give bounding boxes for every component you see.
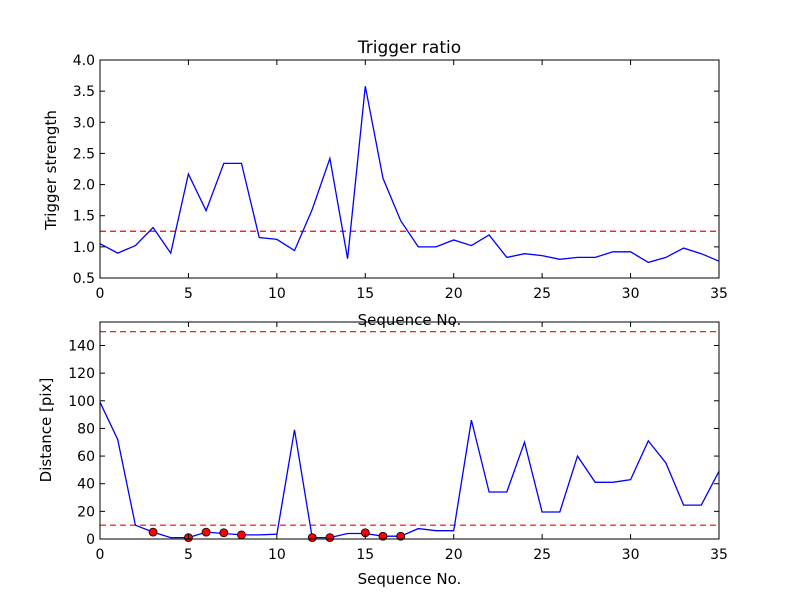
data-point-marker [325, 533, 335, 543]
chart-title: Trigger ratio [357, 38, 461, 58]
series-line [99, 86, 720, 264]
x-tick-label: 5 [184, 547, 193, 563]
x-tick-label: 25 [533, 547, 551, 563]
x-tick-label: 10 [268, 286, 286, 302]
x-axis-label: Sequence No. [358, 570, 462, 588]
y-tick-label: 4.0 [73, 53, 95, 69]
y-tick-label: 80 [77, 421, 95, 437]
distance-chart: 0 5 10 15 20 25 30 35 0 20 40 60 80 100 120 140 Sequenc… [37, 321, 728, 588]
y-tick-label: 2.0 [73, 178, 95, 194]
x-tick-label: 35 [710, 286, 728, 302]
data-point-marker [201, 527, 211, 537]
x-tick-label: 15 [356, 286, 374, 302]
data-point-marker [378, 531, 388, 541]
y-tick-label: 100 [68, 394, 95, 410]
data-point-marker [396, 531, 406, 541]
x-tick-label: 5 [184, 286, 193, 302]
y-tick-label: 140 [68, 338, 95, 354]
y-tick-label: 120 [68, 366, 95, 382]
x-tick-label: 30 [622, 547, 640, 563]
x-tick-label: 25 [533, 286, 551, 302]
data-point-marker [307, 533, 317, 543]
x-tick-label: 20 [445, 547, 463, 563]
x-tick-label: 15 [356, 547, 374, 563]
y-axis-label: Distance [pix] [37, 378, 55, 483]
x-tick-label: 10 [268, 547, 286, 563]
y-tick-label: 1.5 [73, 209, 95, 225]
y-tick-label: 2.5 [73, 146, 95, 162]
data-point-marker [219, 528, 229, 538]
x-tick-label: 20 [445, 286, 463, 302]
y-tick-label: 40 [77, 477, 95, 493]
y-axis-label: Trigger strength [42, 110, 60, 231]
y-tick-label: 20 [77, 504, 95, 520]
plot-frame [99, 321, 720, 540]
y-tick-label: 0.5 [73, 271, 95, 287]
y-tick-label: 60 [77, 449, 95, 465]
x-tick-label: 35 [710, 547, 728, 563]
y-tick-label: 1.0 [73, 240, 95, 256]
x-tick-label: 0 [96, 547, 105, 563]
y-tick-label: 3.0 [73, 115, 95, 131]
x-tick-label: 0 [96, 286, 105, 302]
trigger-ratio-chart: Trigger ratio 0 5 10 15 20 25 30 35 0.5 1.0 1.5 2.0… [42, 38, 728, 329]
plot-frame [99, 59, 720, 279]
x-tick-label: 30 [622, 286, 640, 302]
x-axis-label: Sequence No. [358, 311, 462, 329]
y-tick-label: 3.5 [73, 84, 95, 100]
y-tick-label: 0 [86, 532, 95, 548]
data-point-marker [148, 527, 158, 537]
data-point-marker [237, 530, 246, 540]
